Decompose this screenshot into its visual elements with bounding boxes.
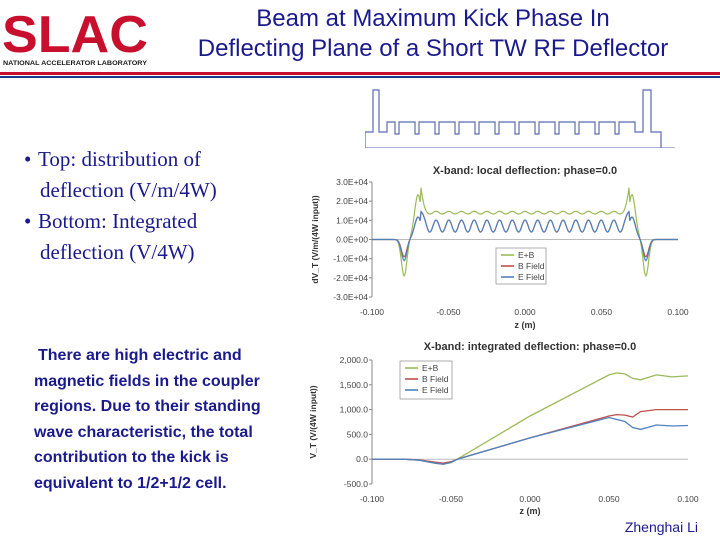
paragraph-line: equivalent to 1/2+1/2 cell. bbox=[34, 474, 227, 492]
y-tick-label: 0.0 bbox=[356, 454, 368, 464]
bullet-line-2: deflection (V/m/4W) bbox=[40, 178, 217, 202]
legend-label: E+B bbox=[518, 250, 535, 260]
paragraph-line: magnetic fields in the coupler bbox=[34, 372, 260, 390]
x-tick-label: -0.050 bbox=[436, 307, 460, 317]
series-line bbox=[372, 187, 678, 278]
x-tick-label: 0.050 bbox=[591, 307, 613, 317]
y-tick-label: -1.0E+04 bbox=[333, 254, 368, 264]
legend-label: B Field bbox=[518, 261, 545, 271]
slac-logo-text: SLAC bbox=[2, 6, 148, 64]
legend-label: E+B bbox=[422, 363, 439, 373]
chart-title: X-band: local deflection: phase=0.0 bbox=[433, 165, 617, 177]
x-tick-label: -0.050 bbox=[439, 494, 463, 504]
y-axis-label: dV_T (V/m/(4W input)) bbox=[310, 195, 320, 283]
slac-logo-subtext: NATIONAL ACCELERATOR LABORATORY bbox=[3, 60, 148, 67]
title-line-1: Beam at Maximum Kick Phase In bbox=[256, 5, 610, 32]
x-tick-label: -0.100 bbox=[360, 494, 384, 504]
local-deflection-chart: X-band: local deflection: phase=0.0 3.0E+… bbox=[310, 165, 689, 330]
paragraph-line: There are high electric and bbox=[38, 347, 242, 364]
bullet-dot-icon: • bbox=[24, 147, 32, 171]
explanation-paragraph: There are high electric and magnetic fie… bbox=[34, 343, 284, 496]
x-axis-label: z (m) bbox=[520, 506, 541, 516]
y-axis-label: V_T (V/(4W input)) bbox=[308, 385, 318, 458]
x-tick-label: -0.100 bbox=[360, 307, 384, 317]
y-tick-label: -500.0 bbox=[344, 479, 368, 489]
bullet-dot-icon: • bbox=[24, 209, 32, 233]
title-line-2: Deflecting Plane of a Short TW RF Deflec… bbox=[197, 35, 669, 62]
paragraph-line: contribution to the kick is bbox=[34, 449, 229, 466]
slac-logo: SLAC NATIONAL ACCELERATOR LABORATORY bbox=[2, 6, 148, 67]
slide-title: Beam at Maximum Kick Phase In Deflecting… bbox=[150, 4, 716, 64]
x-tick-label: 0.000 bbox=[514, 307, 536, 317]
series-line bbox=[372, 408, 688, 464]
bullet-item: • Top: distribution of deflection (V/m/4… bbox=[24, 144, 314, 206]
legend-label: E Field bbox=[518, 272, 545, 282]
header-rule-red bbox=[0, 72, 720, 75]
y-tick-label: 1,000.0 bbox=[340, 405, 369, 415]
y-tick-label: 2,000.0 bbox=[340, 355, 369, 365]
author-name: Zhenghai Li bbox=[624, 519, 698, 535]
legend-label: B Field bbox=[422, 374, 449, 384]
series-line bbox=[372, 416, 689, 465]
bullet-line-2: deflection (V/4W) bbox=[40, 240, 195, 264]
bullet-line-1: Top: distribution of bbox=[38, 147, 202, 171]
y-tick-label: 3.0E+04 bbox=[336, 177, 368, 187]
y-tick-label: -3.0E+04 bbox=[333, 292, 368, 302]
chart-title: X-band: integrated deflection: phase=0.0 bbox=[424, 341, 636, 353]
y-tick-label: 500.0 bbox=[347, 429, 369, 439]
header-rule-blue bbox=[0, 76, 720, 78]
y-tick-label: 0.0E+00 bbox=[336, 235, 368, 245]
x-tick-label: 0.050 bbox=[598, 494, 620, 504]
x-tick-label: 0.100 bbox=[677, 494, 699, 504]
y-tick-label: -2.0E+04 bbox=[333, 273, 368, 283]
y-tick-label: 1.0E+04 bbox=[336, 215, 368, 225]
deflector-structure-outline bbox=[365, 89, 675, 148]
legend-label: E Field bbox=[422, 385, 449, 395]
bullet-item: • Bottom: Integrated deflection (V/4W) bbox=[24, 206, 314, 268]
y-tick-label: 1,500.0 bbox=[340, 380, 369, 390]
y-tick-label: 2.0E+04 bbox=[336, 196, 368, 206]
bullet-line-1: Bottom: Integrated bbox=[38, 209, 198, 233]
paragraph-line: wave characteristic, the total bbox=[34, 423, 253, 441]
x-axis-label: z (m) bbox=[515, 320, 536, 330]
integrated-deflection-chart: X-band: integrated deflection: phase=0.0… bbox=[308, 341, 699, 516]
structure-outline-path bbox=[365, 89, 662, 148]
x-tick-label: 0.100 bbox=[667, 307, 689, 317]
x-tick-label: 0.000 bbox=[519, 494, 541, 504]
paragraph-line: regions. Due to their standing bbox=[34, 398, 261, 415]
bullet-list: • Top: distribution of deflection (V/m/4… bbox=[24, 144, 314, 268]
series-line bbox=[372, 210, 678, 262]
